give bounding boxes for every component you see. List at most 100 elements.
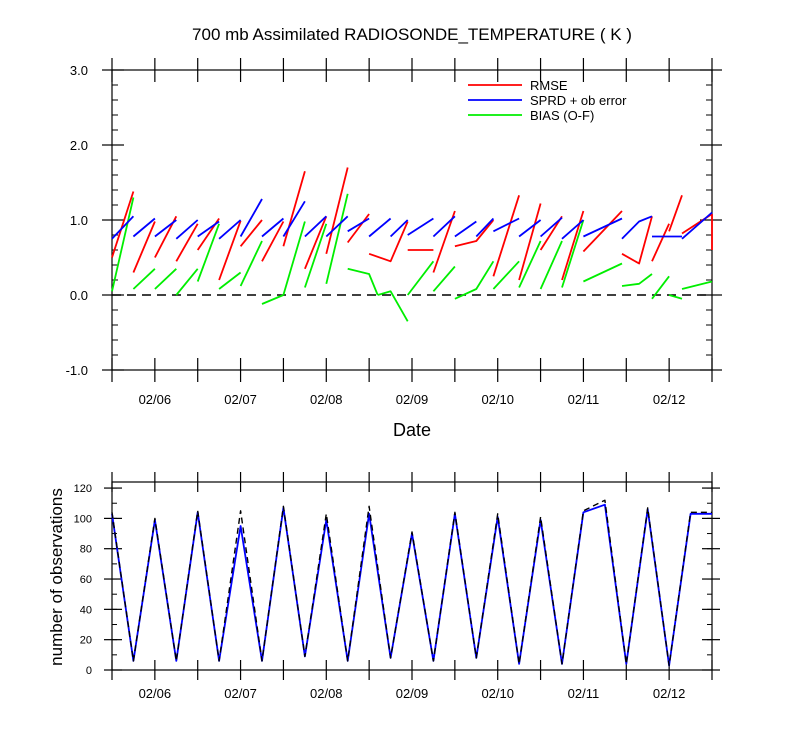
series-segment bbox=[304, 215, 327, 238]
series-segment bbox=[304, 223, 328, 288]
series-segment bbox=[518, 219, 542, 238]
top-y-tick-label: 0.0 bbox=[70, 288, 88, 303]
series-segment bbox=[561, 219, 584, 240]
top-x-tick-label: 02/11 bbox=[568, 392, 600, 407]
series-segment bbox=[583, 262, 623, 283]
series-segment bbox=[154, 268, 177, 290]
series-segment bbox=[432, 215, 456, 238]
series-sprd-ob-error bbox=[111, 198, 713, 240]
series-segment bbox=[197, 220, 220, 238]
series-segment bbox=[261, 294, 284, 305]
series-segment bbox=[132, 268, 156, 290]
bottom-x-tick-label: 02/10 bbox=[481, 686, 514, 701]
bottom-y-tick-label: 100 bbox=[74, 513, 92, 525]
top-chart-area: 3.0 2.0 1.0 0.0 -1.0 02/06 02/07 02/08 02/09 02/1… bbox=[66, 58, 722, 407]
series-segment bbox=[432, 265, 456, 292]
bottom-x-tick-label: 02/07 bbox=[224, 686, 257, 701]
series-segment bbox=[282, 171, 306, 247]
series-segment bbox=[175, 223, 199, 262]
series-segment bbox=[239, 240, 263, 287]
series-segment bbox=[218, 220, 242, 281]
series-segment bbox=[218, 219, 242, 240]
series-segment bbox=[518, 240, 542, 288]
series-segment bbox=[492, 217, 520, 233]
top-y-tick-label: 1.0 bbox=[70, 213, 88, 228]
bottom-chart-area: 120 100 80 60 40 20 0 02/06 02/07 02/08 02/09 02/10… bbox=[74, 472, 720, 701]
bottom-y-tick-label: 120 bbox=[74, 483, 92, 495]
bottom-y-tick-label: 60 bbox=[80, 574, 92, 586]
series-segment bbox=[111, 197, 135, 292]
top-x-tick-label: 02/06 bbox=[139, 392, 172, 407]
series-segment bbox=[651, 275, 670, 300]
series-segment bbox=[218, 271, 242, 290]
series-segment bbox=[347, 267, 379, 296]
series-segment bbox=[368, 217, 392, 238]
series-segment bbox=[282, 221, 306, 296]
series-segment bbox=[621, 216, 653, 265]
bottom-x-tick-label: 02/11 bbox=[568, 686, 600, 701]
bottom-chart-series bbox=[111, 499, 712, 667]
series-segment bbox=[346, 213, 370, 244]
series-segment bbox=[239, 198, 263, 237]
series-segment bbox=[681, 280, 713, 290]
x-axis-label: Date bbox=[393, 420, 431, 440]
series-segment bbox=[154, 219, 177, 238]
top-chart-series bbox=[111, 167, 713, 322]
series-segment bbox=[540, 217, 563, 238]
bottom-x-tick-label: 02/12 bbox=[653, 686, 686, 701]
top-y-tick-label: 3.0 bbox=[70, 63, 88, 78]
series-segment bbox=[282, 200, 306, 237]
series-segment bbox=[132, 221, 156, 273]
series-segment bbox=[539, 240, 563, 290]
series-segment bbox=[583, 217, 623, 238]
series-segment bbox=[407, 217, 434, 236]
bottom-y-tick-label: 40 bbox=[80, 604, 92, 616]
series-segment bbox=[561, 219, 585, 288]
bottom-y-tick-label: 80 bbox=[80, 544, 92, 556]
obs-line-used bbox=[111, 503, 712, 667]
series-segment bbox=[261, 221, 285, 262]
series-segment bbox=[668, 294, 683, 300]
series-segment bbox=[304, 215, 328, 270]
top-x-tick-label: 02/08 bbox=[310, 392, 343, 407]
series-segment bbox=[368, 221, 409, 263]
bottom-y-axis-label: number of observations bbox=[47, 488, 66, 666]
bottom-x-tick-label: 02/09 bbox=[396, 686, 429, 701]
series-segment bbox=[668, 194, 683, 232]
series-segment bbox=[347, 217, 370, 233]
series-segment bbox=[377, 290, 409, 322]
series-segment bbox=[111, 215, 135, 240]
top-x-tick-label: 02/12 bbox=[653, 392, 686, 407]
series-segment bbox=[454, 219, 495, 248]
series-bias-o-f- bbox=[111, 193, 713, 322]
series-segment bbox=[406, 260, 435, 296]
series-segment bbox=[621, 273, 653, 287]
series-rmse bbox=[111, 167, 713, 281]
series-segment bbox=[454, 260, 495, 300]
series-segment bbox=[132, 217, 156, 238]
series-segment bbox=[621, 215, 653, 240]
top-x-tick-label: 02/10 bbox=[481, 392, 514, 407]
bottom-x-tick-label: 02/06 bbox=[139, 686, 172, 701]
bottom-y-tick-label: 0 bbox=[86, 665, 92, 677]
chart-title: 700 mb Assimilated RADIOSONDE_TEMPERATUR… bbox=[192, 25, 632, 44]
series-segment bbox=[239, 219, 263, 247]
series-segment bbox=[325, 193, 349, 285]
bottom-y-tick-label: 20 bbox=[80, 635, 92, 647]
top-x-tick-label: 02/09 bbox=[396, 392, 429, 407]
series-segment bbox=[518, 203, 542, 281]
series-segment bbox=[261, 217, 284, 238]
bottom-plot-frame bbox=[111, 481, 713, 671]
series-segment bbox=[175, 268, 199, 296]
top-y-tick-label: -1.0 bbox=[66, 363, 88, 378]
top-plot-frame bbox=[111, 69, 713, 371]
series-segment bbox=[561, 210, 585, 281]
series-segment bbox=[454, 220, 477, 238]
series-segment bbox=[492, 195, 520, 277]
series-segment bbox=[111, 191, 135, 258]
series-segment bbox=[582, 210, 623, 253]
series-segment bbox=[475, 217, 495, 238]
top-x-tick-label: 02/07 bbox=[224, 392, 257, 407]
